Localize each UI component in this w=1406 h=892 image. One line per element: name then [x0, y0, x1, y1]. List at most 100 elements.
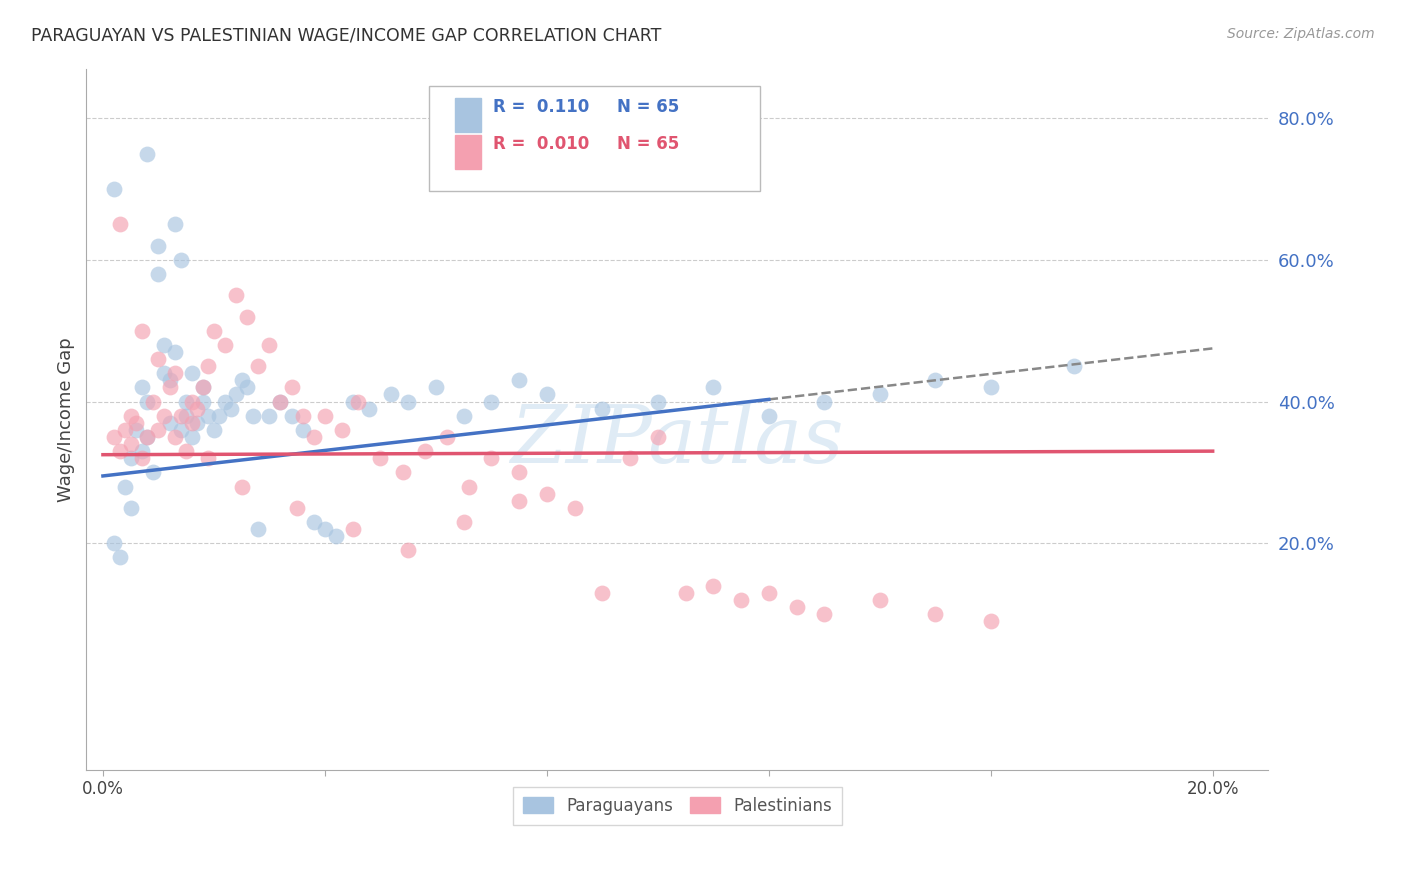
Point	[425, 380, 447, 394]
Point	[225, 387, 247, 401]
Point	[242, 409, 264, 423]
Point	[103, 430, 125, 444]
Point	[647, 394, 669, 409]
Point	[174, 444, 197, 458]
Point	[314, 409, 336, 423]
Point	[347, 394, 370, 409]
Point	[159, 373, 181, 387]
Point	[786, 600, 808, 615]
Point	[142, 394, 165, 409]
Point	[186, 401, 208, 416]
Point	[302, 430, 325, 444]
Text: PARAGUAYAN VS PALESTINIAN WAGE/INCOME GAP CORRELATION CHART: PARAGUAYAN VS PALESTINIAN WAGE/INCOME GA…	[31, 27, 661, 45]
Point	[591, 401, 613, 416]
Point	[197, 451, 219, 466]
Point	[103, 536, 125, 550]
Point	[269, 394, 291, 409]
Point	[813, 607, 835, 621]
Point	[148, 352, 170, 367]
Text: Source: ZipAtlas.com: Source: ZipAtlas.com	[1227, 27, 1375, 41]
Point	[202, 324, 225, 338]
Point	[108, 218, 131, 232]
Point	[564, 500, 586, 515]
Point	[758, 409, 780, 423]
Bar	[456, 98, 481, 132]
Point	[169, 423, 191, 437]
Point	[396, 543, 419, 558]
Point	[247, 522, 270, 536]
Point	[259, 338, 281, 352]
Point	[225, 288, 247, 302]
Point	[114, 479, 136, 493]
Point	[924, 607, 946, 621]
Point	[453, 409, 475, 423]
Point	[131, 324, 153, 338]
Point	[153, 366, 176, 380]
Point	[479, 451, 502, 466]
Point	[136, 430, 159, 444]
Point	[302, 515, 325, 529]
Point	[869, 593, 891, 607]
Point	[120, 437, 142, 451]
Point	[647, 430, 669, 444]
Text: N = 65: N = 65	[617, 136, 679, 153]
Point	[153, 338, 176, 352]
Point	[120, 409, 142, 423]
Point	[396, 394, 419, 409]
Point	[120, 500, 142, 515]
Point	[359, 401, 381, 416]
Point	[186, 416, 208, 430]
Point	[436, 430, 458, 444]
Point	[536, 486, 558, 500]
Point	[458, 479, 481, 493]
Point	[159, 380, 181, 394]
Point	[591, 586, 613, 600]
Point	[314, 522, 336, 536]
Point	[108, 444, 131, 458]
Point	[159, 416, 181, 430]
Point	[148, 267, 170, 281]
Point	[231, 373, 253, 387]
Point	[702, 380, 724, 394]
Point	[103, 182, 125, 196]
Point	[131, 380, 153, 394]
Point	[131, 444, 153, 458]
Point	[148, 423, 170, 437]
Point	[291, 409, 314, 423]
Point	[114, 423, 136, 437]
Point	[174, 409, 197, 423]
Point	[730, 593, 752, 607]
Point	[758, 586, 780, 600]
Point	[136, 146, 159, 161]
Point	[231, 479, 253, 493]
Point	[108, 550, 131, 565]
Point	[202, 423, 225, 437]
Point	[214, 338, 236, 352]
Point	[236, 310, 259, 324]
Point	[330, 423, 353, 437]
Point	[180, 394, 202, 409]
Point	[136, 430, 159, 444]
Point	[180, 430, 202, 444]
Point	[370, 451, 392, 466]
Point	[924, 373, 946, 387]
Point	[702, 579, 724, 593]
Point	[191, 380, 214, 394]
Point	[169, 409, 191, 423]
Point	[980, 380, 1002, 394]
Point	[675, 586, 697, 600]
Point	[125, 423, 148, 437]
Point	[208, 409, 231, 423]
Point	[136, 394, 159, 409]
Point	[165, 430, 187, 444]
Point	[197, 409, 219, 423]
Point	[291, 423, 314, 437]
Point	[536, 387, 558, 401]
FancyBboxPatch shape	[429, 86, 761, 191]
Point	[508, 493, 530, 508]
Point	[180, 366, 202, 380]
Legend: Paraguayans, Palestinians: Paraguayans, Palestinians	[513, 787, 842, 825]
Bar	[456, 136, 481, 169]
Point	[479, 394, 502, 409]
Point	[131, 451, 153, 466]
